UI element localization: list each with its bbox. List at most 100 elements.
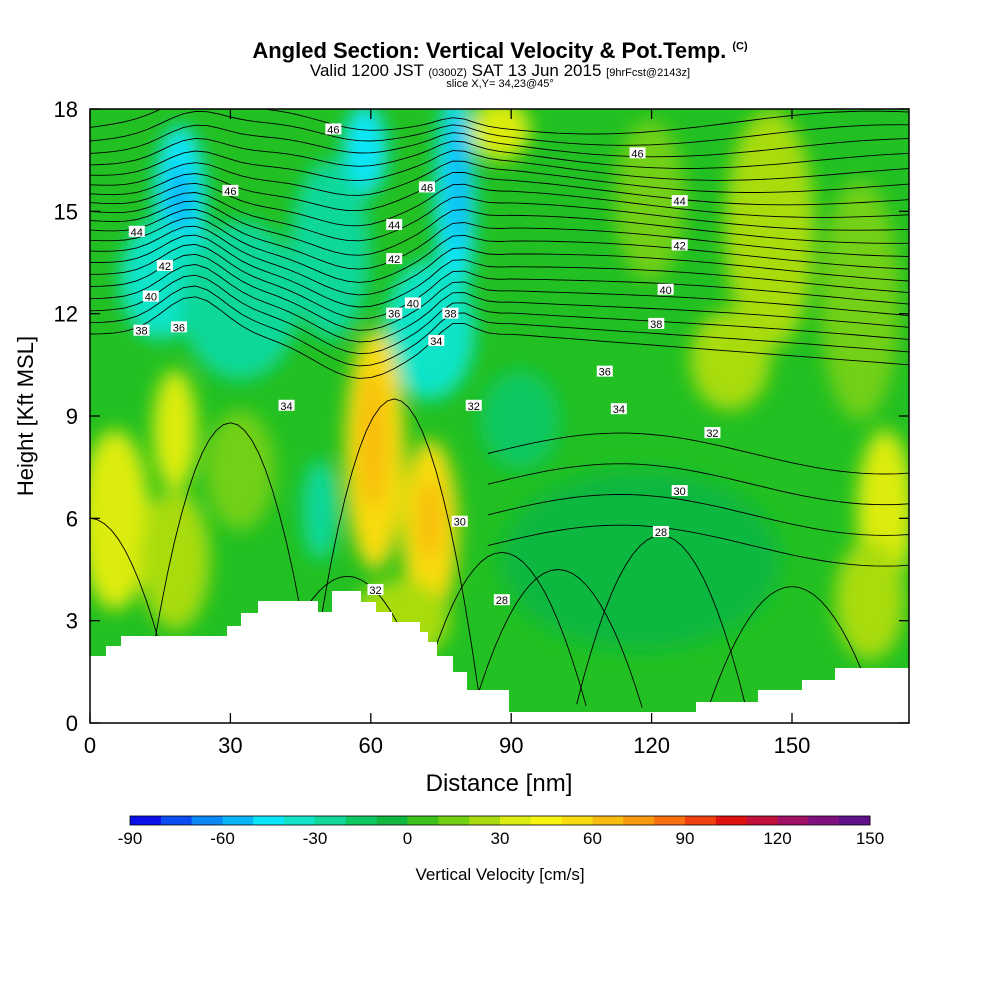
isentrope-line	[473, 569, 643, 708]
isentrope-line	[90, 137, 909, 169]
isentrope-label: 38	[650, 319, 662, 331]
isentrope-line	[90, 234, 909, 308]
isentrope-label: 46	[327, 124, 339, 136]
colorbar-frame	[129, 815, 871, 826]
isentrope-label: 40	[660, 285, 672, 297]
isentrope-label: 32	[468, 401, 480, 413]
isentrope-label-bg	[428, 334, 445, 346]
isentrope-label-bg	[418, 181, 435, 193]
x-axis-label: Distance [nm]	[426, 770, 573, 797]
colorbar-tick-label: 0	[403, 829, 412, 848]
colorbar-swatch	[253, 816, 285, 825]
isentrope-label: 42	[159, 261, 171, 273]
colorbar: -90 -60 -30 0 30 60 90 120 150	[118, 815, 884, 848]
isentrope-line	[90, 296, 909, 379]
colorbar-swatch	[746, 816, 778, 825]
isentrope-label: 44	[131, 227, 143, 239]
isentrope-line	[90, 110, 909, 146]
colorbar-swatch	[222, 816, 254, 825]
isentrope-label: 38	[135, 326, 147, 338]
colorbar-tick-label: 30	[491, 829, 510, 848]
colorbar-swatch	[839, 816, 871, 825]
y-tick-label: 15	[54, 199, 78, 224]
isentrope-line	[90, 264, 909, 343]
isentrope-lines	[90, 109, 909, 710]
isentrope-label-bg	[142, 290, 159, 302]
y-tick-label: 0	[66, 711, 78, 736]
y-tick-label: 9	[66, 404, 78, 429]
isentrope-line	[487, 494, 909, 536]
isentrope-label-bg	[657, 283, 674, 295]
isentrope-label: 40	[407, 298, 419, 310]
isentrope-label: 44	[388, 220, 400, 232]
y-tick-label: 18	[54, 97, 78, 122]
isentrope-label-bg	[493, 594, 510, 606]
isentrope-line	[90, 160, 909, 196]
isentrope-label-bg	[156, 259, 173, 271]
isentrope-line	[90, 150, 909, 182]
colorbar-swatch	[376, 816, 408, 825]
isentrope-line	[90, 109, 909, 135]
isentrope-label: 28	[655, 527, 667, 539]
isentrope-label-bg	[671, 195, 688, 207]
isentrope-label-bg	[704, 427, 721, 439]
isentrope-label-bg	[222, 184, 239, 196]
isentrope-label-bg	[648, 317, 665, 329]
x-tick-label: 60	[359, 733, 383, 758]
colorbar-swatch	[191, 816, 223, 825]
isentrope-label: 46	[421, 182, 433, 194]
colorbar-tick-label: -60	[210, 829, 235, 848]
x-tick-label: 120	[633, 733, 670, 758]
isentrope-label: 38	[444, 309, 456, 321]
isentrope-line	[90, 285, 909, 367]
colorbar-swatch	[438, 816, 470, 825]
colorbar-swatch	[407, 816, 439, 825]
chart-subtitle: Valid 1200 JST (0300Z) SAT 13 Jun 2015 […	[309, 61, 691, 80]
isentrope-label: 42	[388, 254, 400, 266]
colorbar-swatch	[777, 816, 809, 825]
colorbar-tick-label: -30	[303, 829, 328, 848]
isentrope-label: 28	[496, 595, 508, 607]
y-tick-label: 3	[66, 609, 78, 634]
isentrope-label: 30	[454, 517, 466, 529]
isentrope-label-bg	[133, 324, 150, 336]
isentrope-label: 34	[430, 336, 442, 348]
colorbar-swatch	[130, 816, 162, 825]
x-tick-label: 150	[774, 733, 811, 758]
colorbar-swatch	[530, 816, 563, 825]
isentrope-line	[90, 217, 909, 283]
isentrope-label: 34	[280, 401, 292, 413]
isentrope-line	[90, 225, 909, 296]
isentrope-line	[417, 551, 587, 707]
colorbar-swatch	[715, 816, 748, 825]
colorbar-swatch	[345, 816, 378, 825]
colorbar-tick-label: 120	[763, 829, 791, 848]
isentrope-label-bg	[671, 239, 688, 251]
isentrope-label: 42	[674, 240, 686, 252]
y-axis-label: Height [Kft MSL]	[13, 336, 38, 496]
isentrope-line	[90, 192, 909, 242]
isentrope-line	[309, 398, 479, 691]
isentrope-label: 32	[369, 585, 381, 597]
isentrope-label: 36	[173, 322, 185, 334]
isentrope-label-bg	[442, 307, 459, 319]
isentrope-line	[90, 200, 909, 256]
x-tick-label: 90	[499, 733, 523, 758]
isentrope-label-bg	[629, 147, 646, 159]
colorbar-swatch	[160, 816, 193, 825]
isentrope-label-bg	[386, 253, 403, 265]
colorbar-tick-label: 90	[676, 829, 695, 848]
x-tick-label: 0	[84, 733, 96, 758]
isentrope-label: 36	[388, 309, 400, 321]
isentrope-line	[90, 208, 909, 270]
colorbar-swatch	[685, 816, 717, 825]
isentrope-line	[707, 586, 877, 710]
colorbar-label: Vertical Velocity [cm/s]	[415, 865, 584, 884]
y-tick-label: 12	[54, 302, 78, 327]
isentrope-label: 40	[145, 292, 157, 304]
x-tick-label: 30	[218, 733, 242, 758]
isentrope-line	[90, 124, 909, 158]
isentrope-label-bg	[367, 583, 384, 595]
isentrope-label-bg	[386, 307, 403, 319]
